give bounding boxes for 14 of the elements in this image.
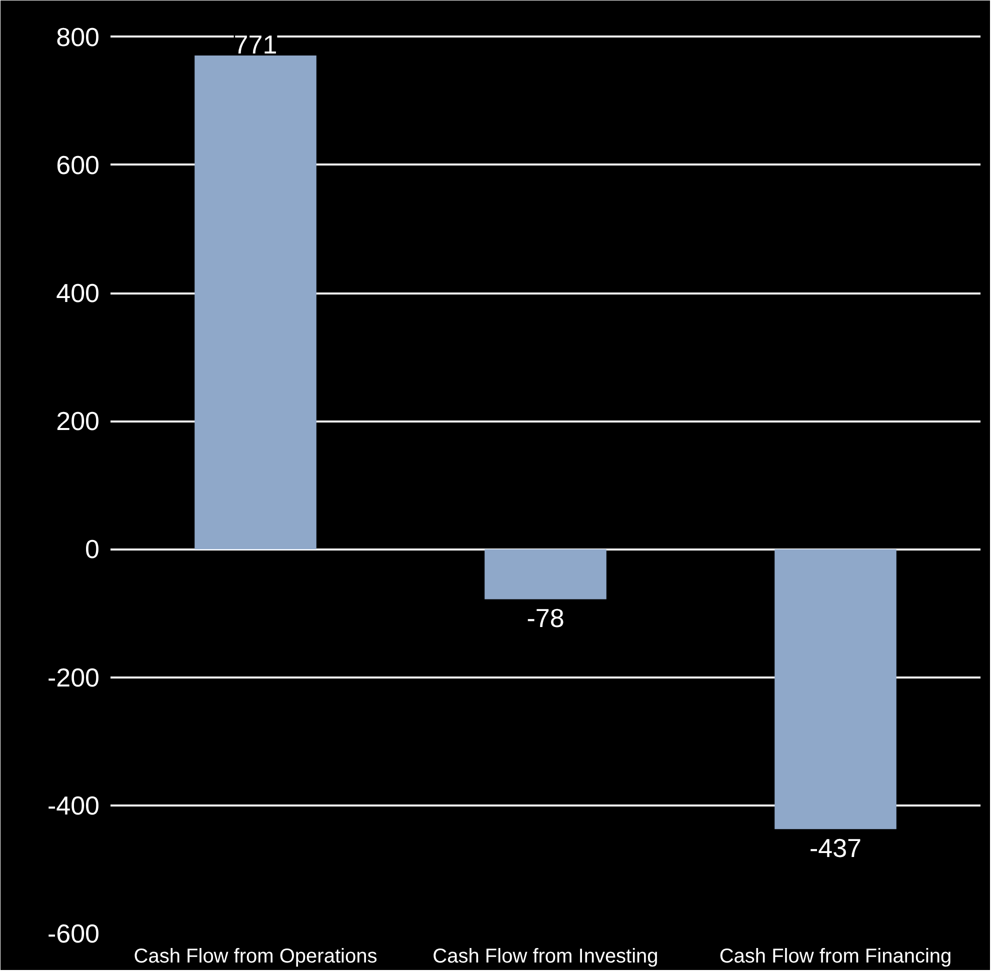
data-label: -78	[526, 603, 564, 634]
x-tick-label: Cash Flow from Investing	[432, 946, 658, 968]
y-tick-label: 400	[56, 278, 100, 308]
y-tick-label: -400	[47, 790, 100, 820]
y-tick-label: 600	[56, 150, 100, 180]
y-tick-label: 0	[85, 534, 100, 564]
y-tick-label: -200	[47, 662, 100, 692]
x-tick-label: Cash Flow from Operations	[134, 946, 378, 968]
y-tick-label: 200	[56, 406, 100, 436]
data-label: -437	[809, 833, 862, 864]
y-tick-label: 800	[56, 22, 100, 52]
data-label: 771	[234, 29, 278, 60]
x-tick-label: Cash Flow from Financing	[719, 946, 952, 968]
y-tick-label: -600	[47, 918, 100, 948]
